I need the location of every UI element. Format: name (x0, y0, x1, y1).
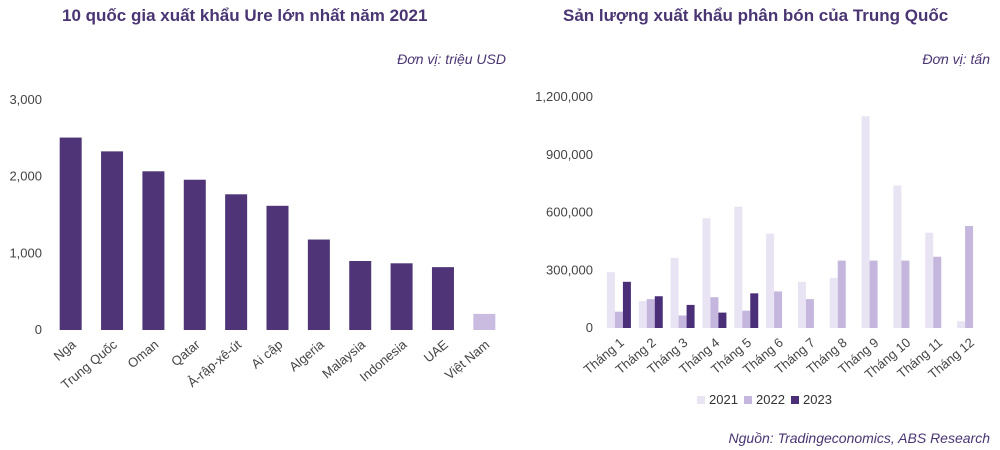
chart1-ytick-label: 3,000 (9, 92, 42, 107)
chart1-bar (349, 261, 372, 330)
chart2-bar-2021 (766, 233, 775, 328)
chart2-ytick-label: 300,000 (546, 262, 593, 277)
chart1-xtick-label: Việt Nam (442, 337, 492, 383)
chart2-ytick-label: 0 (586, 320, 593, 335)
chart2-bar-2023 (718, 312, 727, 328)
chart2-bar-2022 (774, 291, 783, 328)
chart2-bar-2023 (750, 293, 759, 328)
chart2-bar-2022 (742, 310, 751, 328)
chart2-ytick-label: 1,200,000 (535, 89, 593, 104)
chart2-bar-2022 (710, 297, 719, 328)
chart1-bar (390, 263, 413, 330)
chart2-bar-2021 (734, 206, 743, 328)
chart1-xtick-label: Ai cập (248, 337, 285, 372)
chart1-xtick-label: Nga (51, 336, 80, 363)
chart2-unit-label: Đơn vị: tấn (922, 51, 990, 67)
chart2-bar-2023 (622, 281, 631, 328)
chart1-bar (473, 313, 496, 330)
chart2-ytick-label: 900,000 (546, 147, 593, 162)
chart2-bar-2023 (654, 296, 663, 328)
chart1-bar (431, 267, 454, 330)
chart2-legend-label: 2021 (709, 392, 738, 407)
chart1-unit-label: Đơn vị: triệu USD (397, 51, 506, 67)
chart1-ytick-label: 0 (35, 322, 42, 337)
chart2-bar-2022 (805, 299, 814, 328)
chart2-bar-2022 (965, 225, 974, 328)
chart2-bar-2021 (797, 281, 806, 328)
chart1-xtick-label: Qatar (168, 336, 203, 369)
chart2-bar-2021 (829, 277, 838, 328)
chart2-bar-2021 (702, 218, 711, 328)
chart2-bar-2022 (837, 260, 846, 328)
chart1-xtick-label: Oman (125, 337, 162, 371)
chart1-bar (225, 194, 248, 330)
chart2-bar-2021 (861, 116, 870, 328)
chart2-legend-label: 2022 (756, 392, 785, 407)
chart2-bar-2021 (925, 232, 934, 328)
chart2-bar-2021 (957, 321, 966, 328)
chart2-bar-2022 (614, 311, 623, 328)
chart2-legend-swatch (697, 396, 705, 404)
chart1-title: 10 quốc gia xuất khẩu Ure lớn nhất năm 2… (62, 6, 428, 25)
chart1-bar (266, 205, 289, 330)
chart2-bar-2023 (686, 304, 695, 328)
source-note: Nguồn: Tradingeconomics, ABS Research (728, 430, 990, 446)
chart2-bar-2021 (670, 257, 679, 328)
chart2-bar-2022 (869, 260, 878, 328)
chart2-title: Sản lượng xuất khẩu phân bón của Trung Q… (563, 6, 949, 25)
chart2-bar-2022 (933, 256, 942, 328)
chart1-bar (101, 151, 124, 330)
chart2-bar-2022 (646, 299, 655, 328)
chart1-bar (59, 137, 82, 330)
chart1-ytick-label: 1,000 (9, 245, 42, 260)
chart2-legend-label: 2023 (803, 392, 832, 407)
chart2-ytick-label: 600,000 (546, 205, 593, 220)
chart1-bar (307, 239, 330, 330)
chart2-legend-swatch (744, 396, 752, 404)
chart1-bar (183, 179, 206, 330)
chart2-bar-2021 (893, 185, 902, 328)
chart2-bar-2022 (901, 260, 910, 328)
chart1-ytick-label: 2,000 (9, 169, 42, 184)
chart2-legend-swatch (791, 396, 799, 404)
chart2-bar-2021 (638, 301, 647, 328)
chart2-bar-2022 (678, 315, 687, 328)
chart1-xtick-label: Indonesia (357, 336, 410, 384)
chart2-bar-2021 (606, 272, 615, 328)
chart1-bar (142, 171, 165, 330)
chart1-xtick-label: UAE (421, 337, 451, 366)
